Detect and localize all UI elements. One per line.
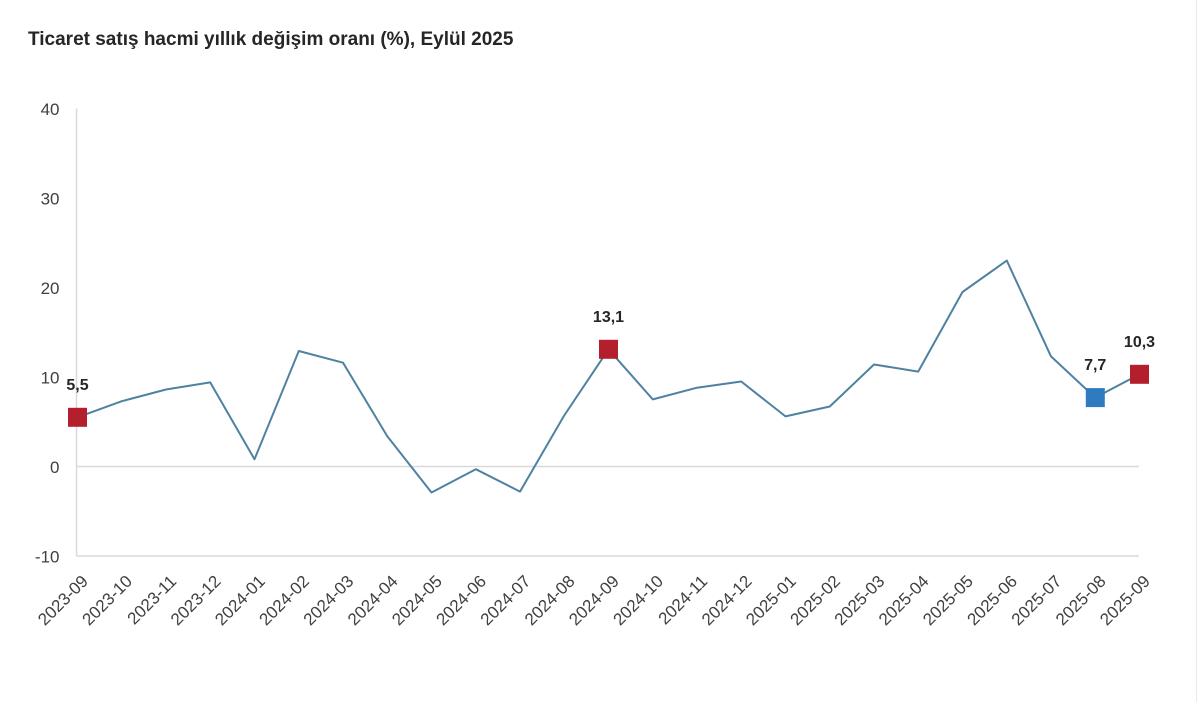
svg-text:40: 40 (41, 100, 60, 119)
svg-text:30: 30 (41, 190, 60, 209)
svg-text:5,5: 5,5 (66, 377, 88, 394)
svg-text:0: 0 (50, 458, 59, 477)
svg-text:7,7: 7,7 (1084, 357, 1106, 374)
svg-text:10: 10 (41, 369, 60, 388)
svg-text:Ticaret satış hacmi yıllık değ: Ticaret satış hacmi yıllık değişim oranı… (28, 29, 514, 50)
svg-text:20: 20 (41, 279, 60, 298)
svg-text:-10: -10 (35, 548, 60, 567)
svg-text:13,1: 13,1 (593, 309, 624, 326)
svg-text:10,3: 10,3 (1124, 334, 1155, 351)
